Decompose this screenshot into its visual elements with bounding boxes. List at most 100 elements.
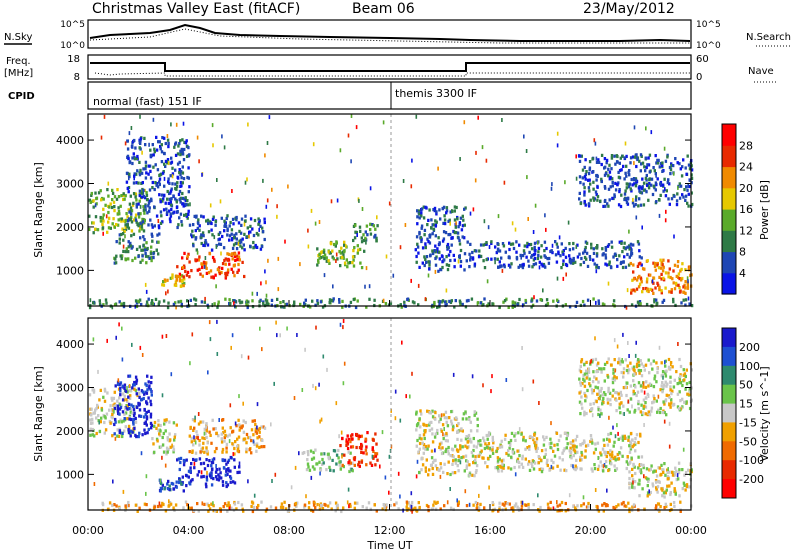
velocity-cell (145, 391, 149, 395)
velocity-cell (449, 454, 452, 458)
velocity-cell (633, 486, 636, 490)
power-cell (626, 196, 630, 200)
velocity-cell (138, 431, 141, 435)
power-cell (690, 168, 694, 172)
power-cell (652, 276, 655, 280)
velocity-cell (541, 467, 545, 471)
velocity-cell (498, 457, 501, 461)
power-cell (578, 191, 581, 195)
power-cell (493, 257, 497, 261)
power-cell (347, 261, 350, 265)
power-cell (373, 298, 376, 302)
velocity-cell (632, 392, 635, 396)
power-cell (137, 299, 140, 303)
power-cell (639, 169, 642, 173)
velocity-cell (226, 460, 230, 464)
velocity-noise-cell (232, 452, 235, 457)
velocity-cell (197, 470, 201, 474)
power-cell (218, 237, 221, 241)
power-cell (538, 260, 541, 264)
power-cell (653, 298, 656, 302)
velocity-cell (579, 412, 582, 416)
power-cell (624, 197, 628, 201)
velocity-cell (687, 468, 690, 472)
power-cell (608, 170, 612, 174)
velocity-cell (494, 466, 497, 470)
power-cell (622, 164, 625, 168)
power-cell (661, 183, 665, 187)
velocity-cell (656, 485, 660, 489)
power-cell (119, 204, 122, 208)
power-noise-cell (264, 269, 266, 274)
power-cell (155, 183, 158, 187)
power-cell (578, 154, 581, 158)
power-cell (94, 227, 97, 231)
velocity-cell (526, 446, 529, 450)
power-cell (418, 232, 421, 236)
power-cell (181, 181, 184, 185)
power-cell (457, 225, 460, 229)
velocity-cell (585, 369, 588, 373)
velocity-cell (222, 505, 225, 509)
power-noise-cell (417, 283, 420, 288)
velocity-cell (601, 402, 604, 406)
velocity-cell (618, 451, 621, 455)
velocity-cell (328, 465, 331, 469)
power-cell (666, 155, 669, 159)
velocity-noise-cell (488, 485, 490, 490)
power-cell (616, 183, 619, 187)
velocity-cell (623, 504, 626, 508)
velocity-noise-cell (623, 412, 625, 416)
power-cell (356, 251, 359, 255)
velocity-cell (585, 505, 589, 509)
power-noise-cell (276, 214, 278, 219)
power-cell (158, 232, 161, 236)
power-noise-cell (672, 171, 675, 176)
velocity-cell (492, 441, 495, 445)
power-cell (419, 236, 423, 240)
power-noise-cell (411, 158, 413, 163)
velocity-cell (147, 409, 150, 413)
power-cell (282, 300, 285, 304)
power-cell (115, 197, 119, 201)
power-cell (667, 275, 670, 279)
power-cell (153, 150, 156, 154)
power-cell (535, 299, 539, 303)
power-cell (151, 239, 154, 243)
velocity-cell (93, 434, 96, 438)
power-cell (186, 203, 190, 207)
power-cell (346, 265, 349, 269)
velocity-cell (660, 487, 663, 491)
power-cell (605, 158, 609, 162)
power-cell (533, 252, 537, 256)
velocity-cell (622, 375, 625, 379)
velocity-cell (182, 463, 186, 467)
velocity-cell (238, 423, 241, 427)
power-cell (432, 227, 436, 231)
velocity-cell (609, 403, 612, 407)
power-cell (219, 242, 223, 246)
velocity-cell (563, 447, 566, 451)
velocity-cell (586, 374, 589, 378)
velocity-cell (429, 463, 433, 467)
velocity-cell (565, 437, 568, 441)
power-cell (147, 255, 150, 259)
power-cell (618, 168, 622, 173)
velocity-cell (120, 431, 123, 435)
power-cell (374, 227, 377, 231)
velocity-cell (580, 360, 583, 364)
power-cell (166, 278, 169, 282)
power-cell (228, 238, 231, 242)
power-cell (175, 184, 179, 188)
velocity-cell (118, 396, 121, 400)
velocity-cell (129, 429, 133, 433)
power-cell (628, 244, 631, 248)
velocity-cell (583, 372, 587, 376)
velocity-cell (112, 396, 116, 400)
velocity-noise-cell (301, 388, 304, 392)
power-noise-cell (501, 268, 504, 273)
power-noise-cell (686, 276, 689, 281)
velocity-cell (110, 415, 113, 419)
velocity-cell (556, 464, 559, 468)
velocity-cell (451, 428, 455, 432)
